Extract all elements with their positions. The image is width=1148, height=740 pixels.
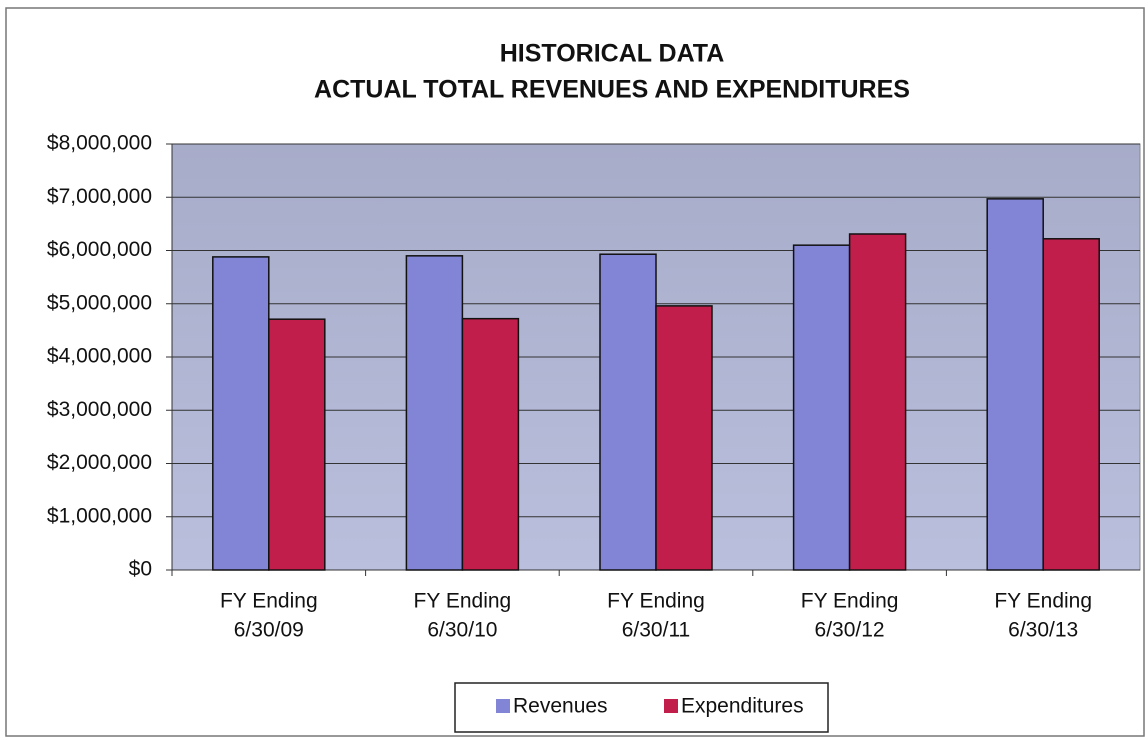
legend-swatch <box>496 699 510 713</box>
y-tick-label: $6,000,000 <box>47 238 152 261</box>
x-tick-label: 6/30/09 <box>234 619 304 642</box>
bar <box>848 233 907 571</box>
bar <box>599 253 657 571</box>
chart-title: HISTORICAL DATA <box>500 40 725 68</box>
y-tick-label: $2,000,000 <box>47 451 152 474</box>
bar <box>268 318 326 571</box>
x-tick-label: FY Ending <box>994 590 1092 613</box>
x-tick-label: FY Ending <box>220 590 318 613</box>
bar <box>792 244 851 571</box>
bar <box>1042 238 1100 571</box>
x-tick-label: FY Ending <box>607 590 705 613</box>
bar <box>212 256 270 571</box>
y-tick-label: $8,000,000 <box>47 132 152 155</box>
bar <box>461 317 520 571</box>
y-tick-label: $5,000,000 <box>47 291 152 314</box>
y-tick-label: $4,000,000 <box>47 345 152 368</box>
chart-title: ACTUAL TOTAL REVENUES AND EXPENDITURES <box>314 76 910 104</box>
bar <box>405 255 464 571</box>
bar <box>655 305 713 571</box>
y-tick-label: $0 <box>129 558 152 581</box>
legend-label: Revenues <box>513 695 608 718</box>
legend-box <box>454 682 829 733</box>
legend-swatch <box>664 699 678 713</box>
y-tick-label: $7,000,000 <box>47 185 152 208</box>
y-tick-label: $1,000,000 <box>47 504 152 527</box>
x-tick-label: 6/30/13 <box>1008 619 1078 642</box>
x-tick-label: FY Ending <box>801 590 899 613</box>
legend-label: Expenditures <box>681 695 804 718</box>
x-tick-label: 6/30/12 <box>815 619 885 642</box>
x-tick-label: 6/30/11 <box>622 619 691 642</box>
y-tick-label: $3,000,000 <box>47 398 152 421</box>
x-tick-label: FY Ending <box>414 590 512 613</box>
x-tick-label: 6/30/10 <box>427 619 497 642</box>
bar <box>986 198 1044 571</box>
